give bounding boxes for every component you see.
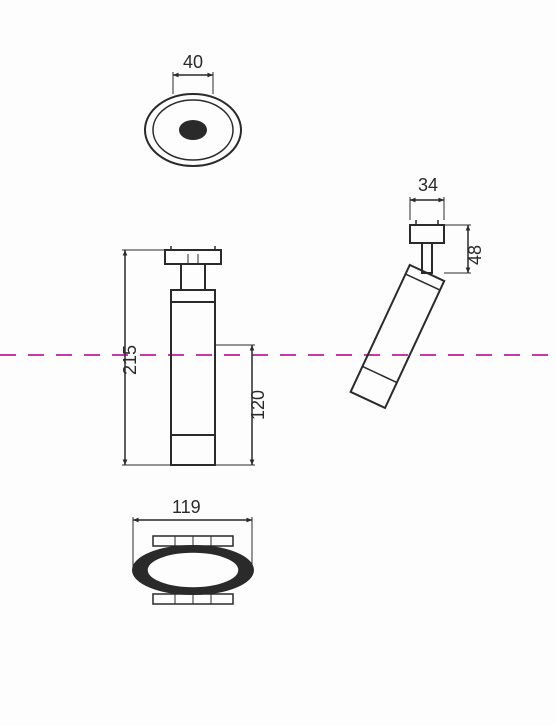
drawing-canvas (0, 0, 556, 720)
dim-side-height: 48 (465, 245, 486, 265)
dim-bottom-width: 119 (172, 497, 201, 518)
dim-top-width: 40 (183, 52, 203, 73)
dim-body-height: 120 (248, 390, 269, 420)
dim-total-height: 215 (120, 345, 141, 375)
dim-side-width: 34 (418, 175, 438, 196)
diagram-svg (0, 0, 556, 720)
